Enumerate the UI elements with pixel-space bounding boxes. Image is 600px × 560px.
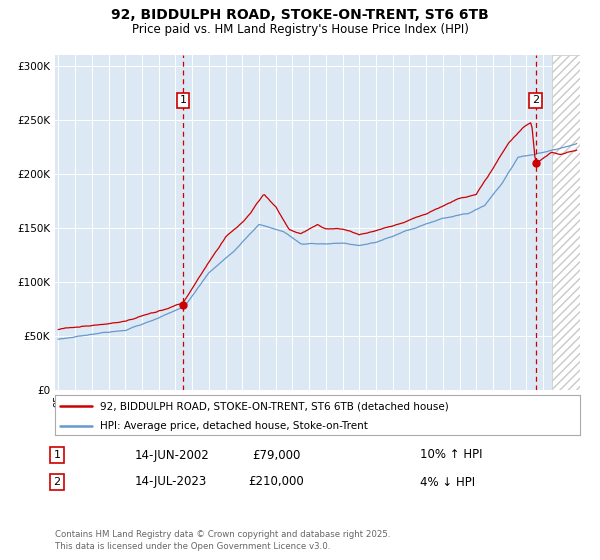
Text: HPI: Average price, detached house, Stoke-on-Trent: HPI: Average price, detached house, Stok… — [100, 421, 367, 431]
Text: 92, BIDDULPH ROAD, STOKE-ON-TRENT, ST6 6TB (detached house): 92, BIDDULPH ROAD, STOKE-ON-TRENT, ST6 6… — [100, 401, 448, 411]
Text: £210,000: £210,000 — [248, 475, 304, 488]
Text: 10% ↑ HPI: 10% ↑ HPI — [420, 449, 482, 461]
Text: 1: 1 — [179, 95, 187, 105]
Text: Price paid vs. HM Land Registry's House Price Index (HPI): Price paid vs. HM Land Registry's House … — [131, 24, 469, 36]
Bar — [551, 55, 585, 390]
Text: 4% ↓ HPI: 4% ↓ HPI — [420, 475, 475, 488]
Text: 92, BIDDULPH ROAD, STOKE-ON-TRENT, ST6 6TB: 92, BIDDULPH ROAD, STOKE-ON-TRENT, ST6 6… — [111, 8, 489, 22]
Text: £79,000: £79,000 — [252, 449, 300, 461]
Text: 14-JUL-2023: 14-JUL-2023 — [135, 475, 207, 488]
Text: 2: 2 — [532, 95, 539, 105]
Text: 2: 2 — [53, 477, 61, 487]
Text: 1: 1 — [53, 450, 61, 460]
Text: Contains HM Land Registry data © Crown copyright and database right 2025.
This d: Contains HM Land Registry data © Crown c… — [55, 530, 391, 551]
Text: 14-JUN-2002: 14-JUN-2002 — [135, 449, 210, 461]
